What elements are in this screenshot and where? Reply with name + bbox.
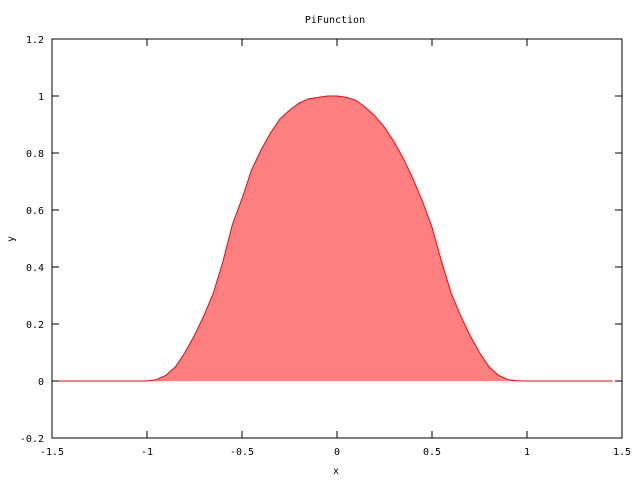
x-tick-label: 1 bbox=[524, 447, 530, 458]
y-tick-label: 0.6 bbox=[26, 206, 44, 217]
x-tick-label: 1.5 bbox=[613, 447, 631, 458]
chart-title: PiFunction bbox=[305, 15, 365, 26]
y-tick-label: 0.4 bbox=[26, 263, 44, 274]
y-tick-label: 1 bbox=[38, 92, 44, 103]
x-tick-label: 0 bbox=[334, 447, 340, 458]
x-tick-label: -1.5 bbox=[40, 447, 64, 458]
y-tick-label: -0.2 bbox=[20, 434, 44, 445]
x-tick-label: -0.5 bbox=[230, 447, 254, 458]
x-tick-label: -1 bbox=[141, 447, 153, 458]
y-axis-label: y bbox=[6, 236, 17, 242]
x-axis: -1.5 -1 -0.5 0 0.5 1 1.5 bbox=[40, 39, 631, 458]
y-tick-label: 0.2 bbox=[26, 320, 44, 331]
series-area-fill bbox=[52, 96, 613, 381]
plot-area bbox=[52, 95, 613, 382]
x-axis-label: x bbox=[333, 466, 339, 477]
x-tick-label: 0.5 bbox=[423, 447, 441, 458]
series-line bbox=[52, 95, 613, 382]
y-axis: -0.2 0 0.2 0.4 0.6 0.8 1 1.2 bbox=[20, 35, 622, 445]
y-tick-label: 0 bbox=[38, 377, 44, 388]
y-tick-label: 0.8 bbox=[26, 149, 44, 160]
y-tick-label: 1.2 bbox=[26, 35, 44, 46]
